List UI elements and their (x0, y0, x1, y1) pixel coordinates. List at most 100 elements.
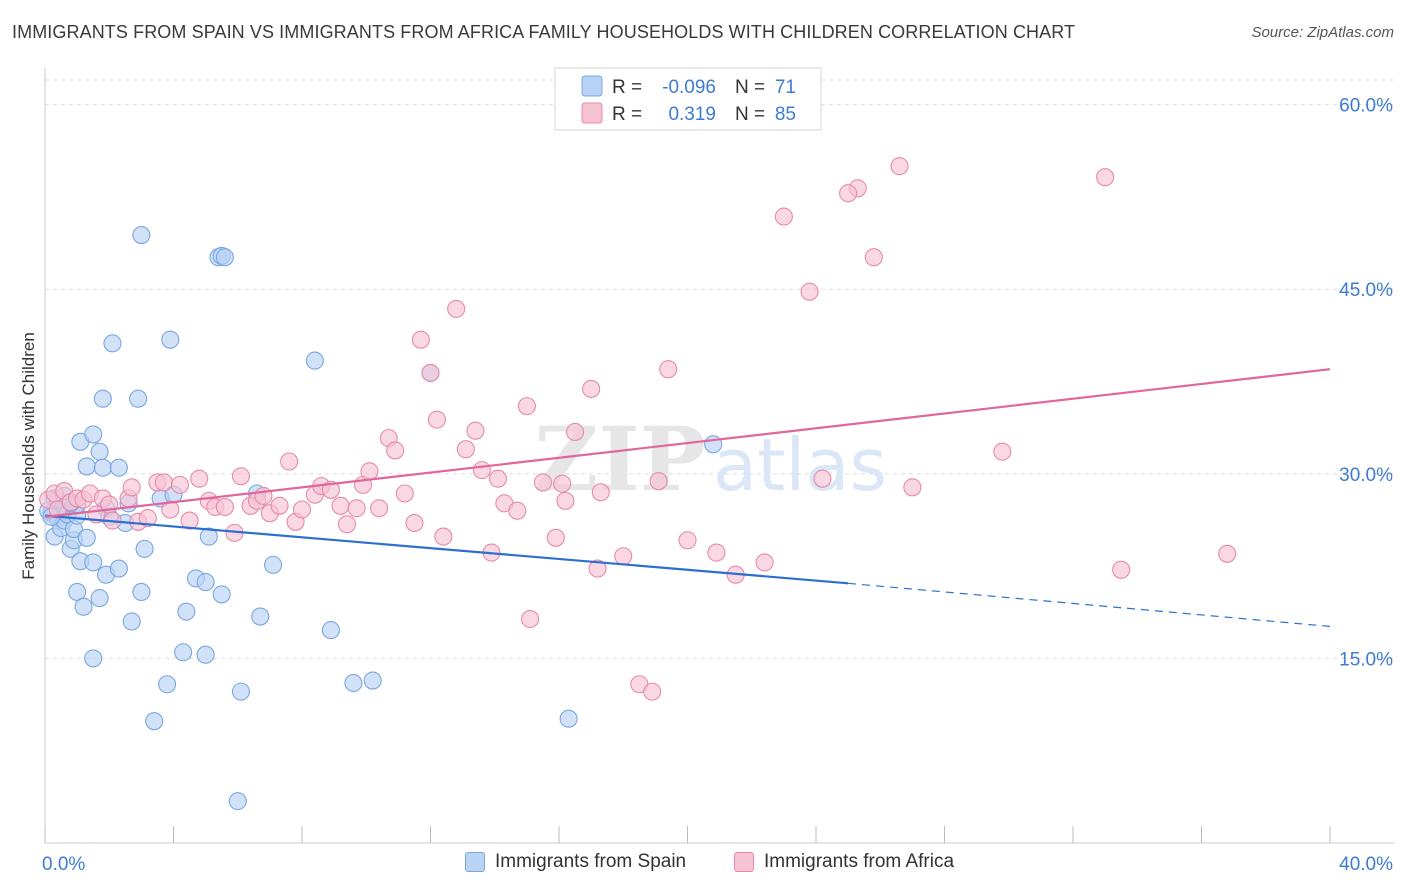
y-tick-label-60: 60.0% (1339, 96, 1393, 117)
africa-point (466, 421, 485, 440)
zipatlas-watermark: ZIP atlas (534, 407, 887, 511)
africa-point (447, 299, 466, 318)
x-tick-label-min: 0.0% (42, 854, 85, 875)
spain-point (212, 585, 231, 604)
spain-point (109, 559, 128, 578)
africa-point (566, 422, 585, 442)
africa-point (215, 497, 234, 517)
spain-point (84, 425, 103, 444)
africa-point (800, 282, 819, 301)
spain-point (174, 643, 193, 662)
africa-point (434, 527, 453, 546)
africa-point (659, 360, 678, 379)
spain-point (161, 330, 180, 349)
spain-point (122, 612, 141, 631)
africa-point (546, 528, 565, 547)
spain-trend-extension (848, 582, 1331, 628)
legend-swatch-spain-bottom (465, 852, 485, 872)
legend-item-spain: Immigrants from Spain (465, 851, 686, 873)
africa-point (138, 509, 157, 528)
africa-point (582, 379, 601, 398)
axes (44, 68, 1395, 844)
africa-point (337, 515, 357, 534)
africa-point (427, 410, 446, 429)
spain-point (132, 582, 151, 601)
spain-point (129, 389, 148, 408)
correlation-legend: R = -0.096 N = 71 R = 0.319 N = 85 (554, 67, 822, 131)
africa-point (170, 475, 189, 494)
africa-point (993, 442, 1012, 461)
africa-point (154, 473, 173, 492)
spain-point (251, 607, 270, 626)
spain-point (196, 573, 215, 592)
africa-point (180, 511, 199, 530)
spain-point (93, 458, 112, 477)
africa-point (456, 440, 475, 459)
series-legend: Immigrants from Spain Immigrants from Af… (0, 851, 1406, 879)
africa-point (533, 473, 552, 492)
spain-point (93, 389, 112, 408)
africa-point (360, 462, 379, 481)
spain-point (84, 553, 103, 572)
legend-n-value-africa: 85 (775, 104, 796, 125)
legend-n-label-africa: N = (735, 104, 765, 125)
spain-point (196, 645, 215, 664)
spain-point (199, 527, 218, 546)
spain-point (215, 248, 234, 267)
africa-point (890, 157, 909, 176)
africa-point (553, 474, 572, 493)
legend-item-africa: Immigrants from Africa (734, 851, 954, 873)
legend-r-label-africa: R = (612, 104, 642, 125)
africa-point (292, 500, 312, 519)
africa-point (405, 513, 424, 533)
watermark-atlas: atlas (713, 423, 887, 507)
spain-point (77, 457, 96, 476)
africa-point (678, 531, 697, 550)
africa-point (386, 441, 405, 460)
spain-point (77, 528, 96, 547)
africa-point (649, 472, 668, 491)
spain-point (84, 649, 103, 668)
y-tick-label-15: 15.0% (1339, 649, 1393, 670)
africa-point (591, 483, 610, 502)
africa-trend-line (44, 368, 1331, 518)
africa-point (521, 609, 540, 629)
source-label: Source: ZipAtlas.com (1251, 24, 1394, 41)
legend-n-value-spain: 71 (775, 77, 796, 98)
y-axis-label: Family Households with Children (19, 332, 38, 580)
africa-point (903, 478, 922, 497)
tick-labels: 15.0% 30.0% 45.0% 60.0% 0.0% 40.0% (42, 96, 1393, 875)
africa-point (411, 330, 430, 349)
africa-point (280, 452, 299, 471)
spain-point (158, 675, 177, 694)
trend-lines (44, 368, 1331, 628)
legend-r-value-spain: -0.096 (662, 77, 716, 98)
africa-point (347, 499, 366, 518)
africa-point (231, 467, 251, 486)
africa-point (270, 496, 289, 515)
y-tick-label-30: 30.0% (1339, 465, 1393, 486)
spain-point (74, 597, 93, 616)
spain-point (132, 226, 151, 245)
spain-point (103, 334, 122, 353)
legend-label-spain: Immigrants from Spain (495, 851, 687, 872)
africa-point (588, 559, 607, 578)
africa-point (508, 501, 527, 520)
spain-point (231, 682, 251, 701)
spain-point (264, 555, 283, 574)
legend-swatch-spain (581, 75, 603, 97)
legend-swatch-africa (581, 102, 603, 124)
africa-point (488, 469, 508, 488)
x-tick-label-max: 40.0% (1339, 854, 1393, 875)
africa-point (190, 469, 209, 488)
legend-r-value-africa: 0.319 (668, 104, 716, 125)
spain-point (145, 712, 164, 731)
africa-point (813, 469, 832, 488)
africa-point (614, 547, 633, 566)
spain-point (177, 602, 196, 621)
legend-r-label-spain: R = (612, 77, 642, 98)
spain-trend-line (44, 514, 849, 585)
spain-point (135, 539, 154, 558)
legend-swatch-africa-bottom (734, 852, 754, 872)
